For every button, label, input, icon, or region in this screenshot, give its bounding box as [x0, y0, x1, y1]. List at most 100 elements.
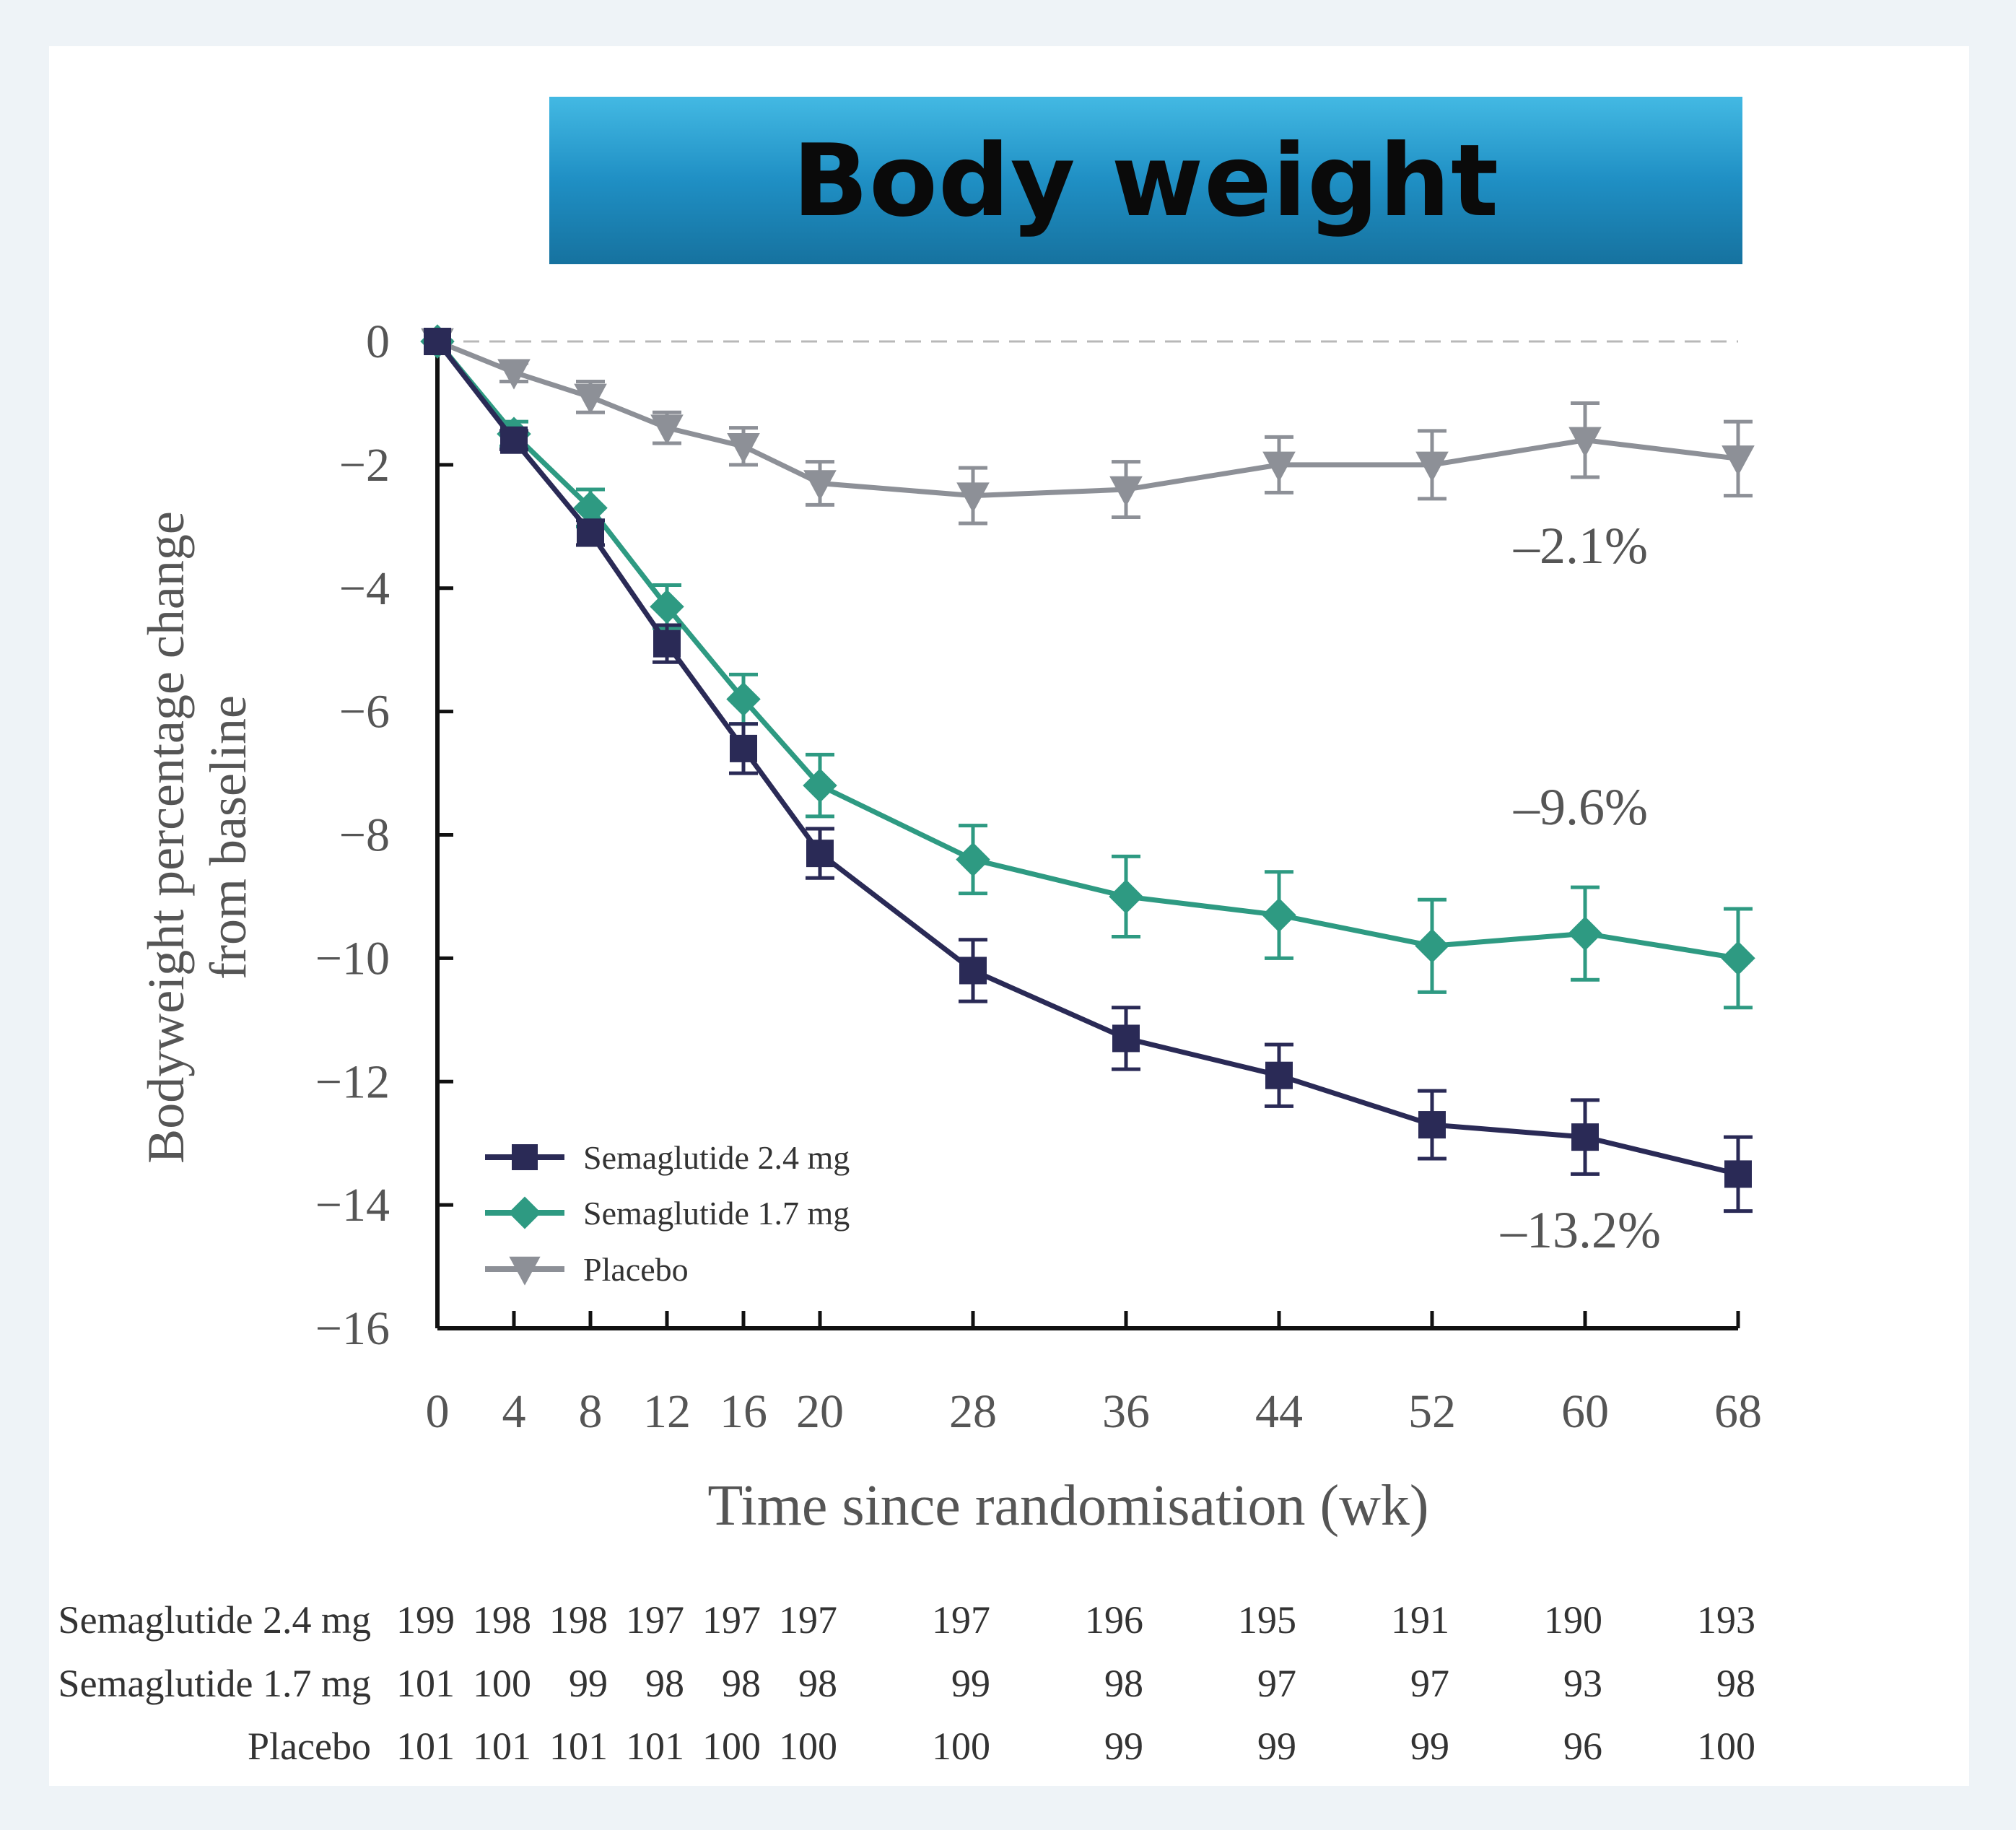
- data-point-diamond: [803, 768, 837, 803]
- chart-title: Body weight: [792, 122, 1500, 239]
- risk-count: 101: [396, 1725, 455, 1768]
- risk-count: 98: [722, 1662, 761, 1705]
- data-point-triangle: [727, 433, 760, 464]
- legend-label: Semaglutide 2.4 mg: [583, 1139, 850, 1176]
- risk-count: 193: [1697, 1598, 1755, 1642]
- data-point-diamond: [508, 1196, 541, 1229]
- risk-count: 99: [1410, 1725, 1449, 1768]
- legend: Semaglutide 2.4 mg Semaglutide 1.7 mg Plac…: [485, 1139, 850, 1288]
- risk-count: 198: [473, 1598, 531, 1642]
- y-tick-label: −10: [315, 932, 390, 985]
- data-point-square: [730, 734, 757, 762]
- data-point-square: [500, 426, 528, 454]
- risk-count: 93: [1563, 1662, 1602, 1705]
- series-line: [435, 339, 1739, 1177]
- data-point-diamond: [650, 589, 684, 624]
- data-point-triangle: [650, 414, 684, 445]
- x-tick-label: 60: [1561, 1385, 1609, 1438]
- x-tick-label: 44: [1255, 1385, 1303, 1438]
- risk-count: 97: [1257, 1662, 1296, 1705]
- data-point-triangle: [1722, 445, 1755, 476]
- y-tick-label: 0: [366, 315, 390, 368]
- data-point-triangle: [497, 359, 531, 390]
- data-point-square: [1571, 1123, 1599, 1151]
- y-axis-label-line1: Bodyweight percentage change: [137, 511, 195, 1164]
- risk-count: 190: [1544, 1598, 1602, 1642]
- risk-count: 100: [779, 1725, 837, 1768]
- data-point-diamond: [726, 681, 761, 717]
- series-end-label: –13.2%: [1500, 1201, 1661, 1259]
- x-tick-label: 4: [502, 1385, 526, 1438]
- risk-count: 197: [702, 1598, 761, 1642]
- data-point-square: [1418, 1111, 1446, 1139]
- data-point-square: [653, 629, 681, 658]
- data-point-square: [1265, 1061, 1293, 1089]
- x-axis-label: Time since randomisation (wk): [707, 1474, 1428, 1538]
- chart-title-banner: Body weight: [549, 97, 1742, 264]
- risk-count: 96: [1563, 1725, 1602, 1768]
- series-semaglutide-2-4-mg: [424, 328, 1753, 1214]
- x-tick-label: 0: [426, 1385, 450, 1438]
- data-point-square: [512, 1144, 538, 1170]
- risk-count: 197: [932, 1598, 990, 1642]
- risk-count: 197: [626, 1598, 684, 1642]
- number-at-risk-table: Semaglutide 2.4 mg 199 198 198 197 197 197 197 1…: [58, 1598, 1755, 1768]
- series-end-label: –2.1%: [1513, 517, 1648, 575]
- risk-count: 98: [645, 1662, 684, 1705]
- risk-row-label: Semaglutide 1.7 mg: [58, 1662, 371, 1705]
- risk-count: 100: [1697, 1725, 1755, 1768]
- x-tick-label: 16: [720, 1385, 767, 1438]
- axes: 0−2−4−6−8−10−12−14−160 4 8 12 16 20 28 36 44 52 60…: [137, 315, 1762, 1538]
- y-tick-label: −8: [339, 809, 390, 862]
- risk-count: 196: [1085, 1598, 1143, 1642]
- risk-count: 197: [779, 1598, 837, 1642]
- risk-count: 101: [396, 1662, 455, 1705]
- risk-count: 100: [702, 1725, 761, 1768]
- series-placebo: [421, 328, 1755, 526]
- risk-count: 99: [569, 1662, 608, 1705]
- data-point-diamond: [1415, 928, 1449, 964]
- risk-count: 195: [1238, 1598, 1296, 1642]
- x-tick-label: 28: [949, 1385, 997, 1438]
- risk-count: 98: [798, 1662, 837, 1705]
- series-end-label: –9.6%: [1513, 778, 1648, 836]
- risk-count: 191: [1391, 1598, 1449, 1642]
- data-point-square: [577, 518, 604, 546]
- risk-count: 101: [473, 1725, 531, 1768]
- data-point-diamond: [573, 490, 608, 526]
- data-point-diamond: [1109, 879, 1143, 914]
- data-point-diamond: [1721, 941, 1755, 976]
- legend-label: Placebo: [583, 1251, 689, 1288]
- risk-count: 100: [473, 1662, 531, 1705]
- data-point-triangle: [1415, 451, 1449, 482]
- data-point-square: [1724, 1160, 1752, 1188]
- series-line: [435, 339, 1739, 961]
- data-point-triangle: [956, 482, 990, 513]
- x-tick-label: 8: [579, 1385, 603, 1438]
- risk-count: 199: [396, 1598, 455, 1642]
- y-tick-label: −6: [339, 686, 390, 738]
- chart-card: Body weight: [49, 46, 1969, 1786]
- risk-count: 99: [951, 1662, 990, 1705]
- data-point-triangle: [574, 383, 607, 414]
- data-point-square: [959, 957, 987, 985]
- x-tick-label: 20: [796, 1385, 844, 1438]
- risk-count: 98: [1104, 1662, 1143, 1705]
- risk-count: 98: [1716, 1662, 1755, 1705]
- data-point-diamond: [1262, 897, 1296, 933]
- data-point-triangle: [803, 470, 837, 501]
- x-tick-label: 68: [1714, 1385, 1762, 1438]
- y-axis-label-line2: from baseline: [199, 695, 257, 980]
- data-point-square: [1112, 1024, 1140, 1053]
- y-tick-label: −2: [339, 439, 390, 492]
- risk-count: 99: [1104, 1725, 1143, 1768]
- x-tick-label: 52: [1408, 1385, 1456, 1438]
- plot-area: [420, 324, 1755, 1214]
- y-tick-label: −14: [315, 1179, 390, 1232]
- data-point-square: [806, 840, 834, 868]
- risk-count: 100: [932, 1725, 990, 1768]
- risk-count: 101: [626, 1725, 684, 1768]
- x-tick-label: 12: [643, 1385, 691, 1438]
- risk-count: 99: [1257, 1725, 1296, 1768]
